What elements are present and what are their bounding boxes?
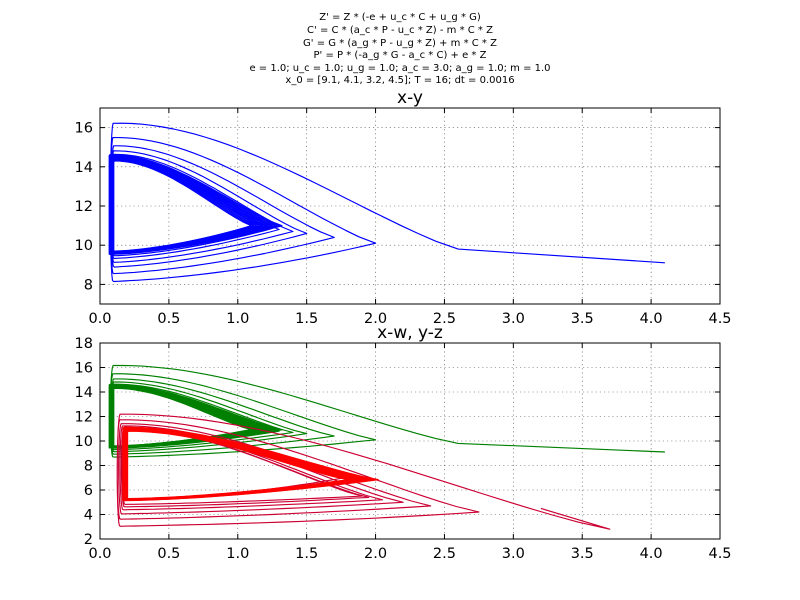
equation-line: G' = G * (a_g * P - u_g * Z) + m * C * Z bbox=[303, 38, 497, 49]
x-tick-label: 0.5 bbox=[157, 311, 180, 327]
series-attractor-loop bbox=[124, 428, 363, 501]
x-tick-label: 3.0 bbox=[502, 546, 525, 562]
x-tick-label: 0.0 bbox=[88, 311, 111, 327]
x-tick-label: 2.0 bbox=[364, 311, 387, 327]
x-tick-label: 1.0 bbox=[226, 546, 249, 562]
equation-line: x_0 = [9.1, 4.1, 3.2, 4.5]; T = 16; dt =… bbox=[285, 75, 514, 86]
y-tick-label: 14 bbox=[75, 385, 93, 401]
series-attractor-loop bbox=[110, 156, 271, 254]
series-attractor-loop bbox=[125, 429, 356, 500]
xw-yz-panel: x-w, y-z 0.0 0.5 1.0 1.5 2.0 2.5 3.0 3.5 4.0 4.5 2 4… bbox=[75, 323, 732, 562]
x-tick-label: 2.5 bbox=[433, 546, 456, 562]
y-tick-label: 16 bbox=[75, 361, 93, 377]
x-tick-label: 2.5 bbox=[433, 311, 456, 327]
y-tick-label: 4 bbox=[84, 508, 93, 524]
x-tick-label: 1.5 bbox=[295, 546, 318, 562]
series-attractor-loop bbox=[122, 426, 379, 502]
x-tick-label: 2.0 bbox=[364, 546, 387, 562]
equation-line: Z' = Z * (-e + u_c * C + u_g * G) bbox=[319, 12, 481, 23]
y-tick-label: 6 bbox=[84, 483, 93, 499]
equation-line: P' = P * (-a_g * G - a_c * C) + e * Z bbox=[314, 50, 487, 61]
y-tick-label: 12 bbox=[75, 410, 93, 426]
x-tick-label: 3.5 bbox=[571, 311, 594, 327]
x-tick-label: 3.0 bbox=[502, 311, 525, 327]
series-attractor-loop bbox=[125, 429, 358, 500]
series-trajectory-line bbox=[109, 364, 665, 458]
series-attractor-loop bbox=[108, 383, 283, 449]
series-attractor-loop bbox=[108, 154, 281, 255]
x-tick-label: 0.0 bbox=[88, 546, 111, 562]
series-trajectory-line bbox=[116, 413, 611, 530]
y-tick-label: 12 bbox=[75, 199, 93, 215]
y-tick-label: 10 bbox=[75, 434, 93, 450]
panel-title: x-w, y-z bbox=[377, 323, 443, 343]
panel-title: x-y bbox=[397, 88, 423, 108]
equation-header: Z' = Z * (-e + u_c * C + u_g * G) C' = C… bbox=[249, 12, 550, 86]
x-tick-label: 4.0 bbox=[640, 311, 663, 327]
x-tick-label: 4.5 bbox=[708, 546, 731, 562]
plot-area bbox=[108, 122, 665, 283]
y-tick-label: 8 bbox=[84, 459, 93, 475]
axes-frame bbox=[99, 107, 721, 305]
y-tick-label: 18 bbox=[75, 336, 93, 352]
y-tick-label: 16 bbox=[75, 121, 93, 137]
xy-panel: x-y 0.0 0.5 1.0 1.5 2.0 2.5 3.0 3.5 4.0 4.5 8 10 12 14… bbox=[75, 88, 732, 327]
x-tick-label: 1.5 bbox=[295, 311, 318, 327]
series-attractor-loop bbox=[125, 429, 360, 500]
x-tick-label: 3.5 bbox=[571, 546, 594, 562]
y-tick-label: 8 bbox=[84, 277, 93, 293]
equation-line: C' = C * (a_c * P - u_c * Z) - m * C * Z bbox=[307, 25, 493, 36]
plot-area bbox=[108, 364, 665, 530]
y-tick-label: 2 bbox=[84, 532, 93, 548]
x-tick-label: 1.0 bbox=[226, 311, 249, 327]
x-tick-label: 0.5 bbox=[157, 546, 180, 562]
axes-frame bbox=[99, 342, 721, 540]
x-tick-label: 4.0 bbox=[640, 546, 663, 562]
x-tick-label: 4.5 bbox=[708, 311, 731, 327]
series-trajectory-line bbox=[109, 122, 665, 283]
equation-line: e = 1.0; u_c = 1.0; u_g = 1.0; a_c = 3.0… bbox=[249, 63, 550, 74]
y-tick-label: 14 bbox=[75, 160, 93, 176]
y-tick-label: 10 bbox=[75, 238, 93, 254]
series-attractor-loop bbox=[109, 155, 276, 255]
series-attractor-loop bbox=[108, 153, 283, 255]
